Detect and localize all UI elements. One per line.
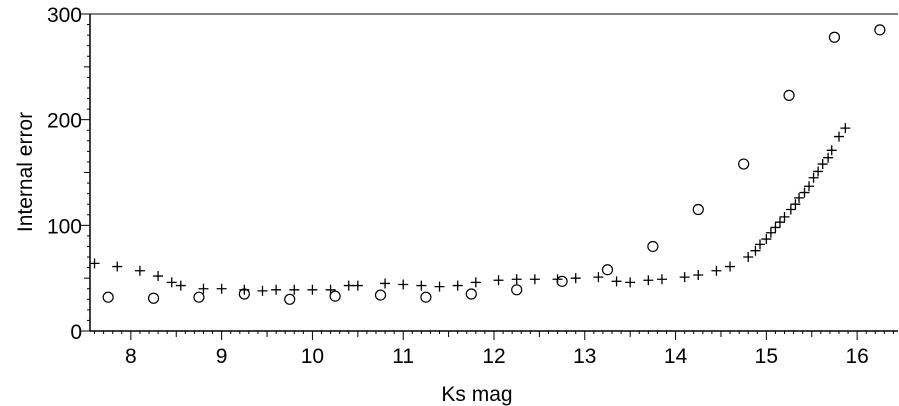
plus-point xyxy=(112,261,123,272)
plus-point xyxy=(352,280,363,291)
plus-point xyxy=(216,283,227,294)
plus-point xyxy=(761,234,772,245)
x-tick-label: 11 xyxy=(392,345,414,368)
circle-point xyxy=(102,291,114,303)
axes xyxy=(89,13,898,332)
plus-point xyxy=(804,181,815,192)
plus-point xyxy=(175,280,186,291)
circle-point xyxy=(556,275,568,287)
y-tick-label: 0 xyxy=(70,321,82,344)
x-tick-label: 8 xyxy=(125,345,137,368)
plus-point xyxy=(257,285,268,296)
plus-point xyxy=(166,277,177,288)
x-tick-label: 15 xyxy=(755,345,778,368)
circle-point xyxy=(284,293,296,305)
plus-point xyxy=(153,271,164,282)
circle-point xyxy=(828,31,841,43)
plus-point xyxy=(794,192,805,203)
plus-point xyxy=(790,199,801,210)
plus-point xyxy=(799,187,810,198)
y-tick-label: 100 xyxy=(47,215,82,238)
plus-point xyxy=(785,204,796,215)
y-tick-label: 200 xyxy=(47,110,82,133)
plus-point xyxy=(643,275,654,286)
plus-point xyxy=(511,274,522,285)
x-tick-label: 10 xyxy=(301,345,324,368)
x-tick-label: 16 xyxy=(845,345,868,368)
plus-point xyxy=(656,274,667,285)
plus-point xyxy=(529,274,540,285)
plus-point xyxy=(823,152,834,163)
circle-point xyxy=(465,288,477,300)
data-points xyxy=(89,24,886,305)
plus-point xyxy=(743,252,754,263)
tick-marks xyxy=(81,13,894,340)
plus-point xyxy=(833,131,844,142)
plus-point xyxy=(779,211,790,222)
circle-point xyxy=(420,291,432,303)
x-tick-label: 13 xyxy=(573,345,596,368)
plus-point xyxy=(693,269,704,280)
plus-point xyxy=(289,284,300,295)
plus-point xyxy=(416,280,427,291)
plus-point xyxy=(570,273,581,284)
circle-point xyxy=(511,284,523,296)
plus-point xyxy=(434,281,445,292)
plus-point xyxy=(452,280,463,291)
circle-point xyxy=(647,240,659,253)
circle-point xyxy=(692,203,704,216)
circle-point xyxy=(601,264,614,276)
plus-point xyxy=(679,272,690,283)
plus-point xyxy=(470,277,481,288)
plus-point xyxy=(808,172,819,183)
plus-point xyxy=(89,258,100,269)
plus-point xyxy=(198,283,209,294)
plus-point xyxy=(750,245,761,256)
circle-point xyxy=(374,289,387,301)
plus-point xyxy=(493,275,504,286)
plus-point xyxy=(611,276,622,287)
plus-point xyxy=(380,278,391,289)
circle-point xyxy=(783,89,795,101)
plus-point xyxy=(813,166,824,177)
circle-point xyxy=(193,291,205,303)
plus-point xyxy=(625,277,636,288)
x-tick-label: 12 xyxy=(482,345,505,368)
plus-point xyxy=(593,272,604,283)
plus-point xyxy=(755,239,766,250)
x-axis-title: Ks mag xyxy=(441,383,512,406)
plus-point xyxy=(840,123,851,134)
plus-point xyxy=(271,284,282,295)
circle-point xyxy=(329,290,341,302)
circle-point xyxy=(238,288,250,300)
y-tick-label: 300 xyxy=(47,4,82,27)
plus-point xyxy=(826,145,837,156)
plus-point xyxy=(774,217,785,228)
plus-point xyxy=(711,265,722,276)
plus-point xyxy=(307,284,318,295)
x-tick-label: 14 xyxy=(664,345,688,368)
plus-point xyxy=(398,279,409,290)
tick-labels: 8 9 10 11 12 13 14 15 16 0 100 200 300 xyxy=(47,4,869,368)
plus-point xyxy=(725,261,736,272)
plus-point xyxy=(765,227,776,238)
y-axis-title: Internal error xyxy=(14,112,37,232)
plus-point xyxy=(343,280,354,291)
x-tick-label: 9 xyxy=(216,345,228,368)
plus-point xyxy=(134,265,145,276)
circle-point xyxy=(874,24,886,36)
plus-point xyxy=(817,159,828,170)
plus-point xyxy=(770,222,781,233)
circle-point xyxy=(147,292,160,304)
circle-point xyxy=(738,158,750,170)
